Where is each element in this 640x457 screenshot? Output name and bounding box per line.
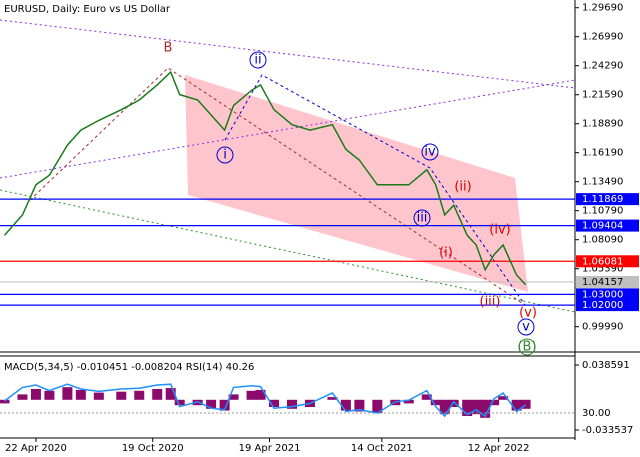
macd-bar: [174, 399, 185, 406]
macd-bar: [152, 388, 163, 400]
wave-label: iii: [417, 211, 428, 226]
y-tick-label: -0.033537: [582, 425, 633, 436]
wave-circle: [249, 51, 267, 69]
y-tick-label: 1.24290: [582, 61, 623, 72]
y-tick-label: 0.038591: [582, 360, 630, 371]
macd-bar: [327, 397, 338, 400]
wave-label: B: [164, 41, 173, 56]
x-tick-label: 14 Oct 2021: [351, 443, 413, 454]
macd-bar: [286, 399, 297, 409]
macd-bar: [206, 399, 217, 409]
macd-bar: [44, 390, 55, 400]
macd-bar: [134, 390, 145, 400]
y-tick-label: 0.99990: [582, 322, 623, 333]
macd-bar: [17, 394, 28, 400]
level-label: 1.11869: [582, 194, 623, 205]
y-tick-label: 1.05390: [582, 264, 623, 275]
wave-circle: [517, 318, 535, 336]
wave-circle: [216, 146, 234, 164]
level-label: 1.04157: [582, 277, 623, 288]
level-label: 1.03000: [582, 289, 623, 300]
y-tick-label: 1.16190: [582, 148, 623, 159]
macd-bar: [430, 399, 441, 406]
wave-label: (iv): [489, 223, 510, 238]
wave-label: v: [522, 320, 530, 335]
y-tick-label: 1.10790: [582, 206, 623, 217]
macd-bar: [462, 399, 473, 417]
y-tick-label: 1.26990: [582, 32, 623, 43]
wave-label: ii: [254, 53, 261, 68]
wave-label: (ii): [454, 180, 471, 195]
macd-bar: [471, 399, 482, 415]
wave-label: iv: [424, 145, 436, 160]
wave-label: (B): [517, 340, 536, 355]
macd-bar: [403, 399, 414, 404]
channel: [185, 75, 528, 292]
wave-circle: [421, 143, 439, 161]
level-label: 1.02000: [582, 300, 623, 311]
trend-line: [0, 79, 576, 179]
x-tick-label: 19 Apr 2021: [239, 443, 301, 454]
y-tick-label: 1.21590: [582, 90, 623, 101]
level-label: 1.09404: [582, 221, 623, 232]
macd-bar: [228, 394, 239, 400]
macd-bar: [520, 399, 531, 409]
wave-label: i: [223, 148, 227, 163]
level-label: 1.06081: [582, 256, 623, 267]
rsi-line: [4, 383, 527, 418]
macd-bar: [511, 399, 522, 411]
macd-bar: [255, 389, 266, 400]
y-tick-label: 1.29690: [582, 3, 623, 14]
macd-bar: [62, 387, 73, 400]
y-tick-label: 1.13490: [582, 177, 623, 188]
trend-line: [0, 19, 576, 89]
macd-bar: [93, 392, 104, 400]
macd-bar: [0, 399, 10, 404]
macd-bar: [448, 399, 459, 407]
level-label-box: [576, 288, 639, 301]
level-label-box: [576, 275, 639, 288]
price-line: [3, 70, 527, 286]
y-tick-label: 1.08090: [582, 235, 623, 246]
wave-circle: [413, 209, 431, 227]
y-tick-label: 30.00: [582, 408, 611, 419]
macd-bar: [439, 399, 450, 415]
macd-bar: [480, 399, 491, 418]
x-tick-label: 12 Apr 2022: [468, 443, 530, 454]
macd-bar: [165, 388, 176, 400]
macd-bar: [116, 391, 127, 400]
level-label-box: [576, 219, 639, 232]
macd-bar: [340, 399, 351, 411]
chart-title: EURUSD, Daily: Euro vs US Dollar: [4, 4, 171, 15]
y-tick-label: 1.18890: [582, 119, 623, 130]
x-tick-label: 22 Apr 2020: [5, 443, 67, 454]
indicator-label: MACD(5,34,5) -0.010451 -0.008204 RSI(14)…: [4, 362, 254, 373]
macd-bar: [354, 399, 365, 412]
macd-bar: [75, 389, 86, 400]
wave-label: (i): [439, 246, 453, 261]
macd-bar: [30, 388, 41, 400]
wave-circle: [518, 338, 536, 356]
macd-bar: [498, 396, 509, 400]
macd-bar: [421, 394, 432, 400]
wave-label: (v): [519, 306, 537, 321]
level-label-box: [576, 299, 639, 312]
macd-bar: [246, 390, 257, 400]
wave-line: [224, 74, 526, 306]
macd-bar: [372, 399, 383, 414]
macd-bar: [269, 399, 280, 407]
macd-bar: [219, 399, 230, 411]
x-tick-label: 19 Oct 2020: [122, 443, 184, 454]
level-label-box: [576, 255, 639, 268]
wave-label: (iii): [480, 295, 501, 310]
macd-bar: [489, 399, 500, 406]
level-label-box: [576, 193, 639, 206]
